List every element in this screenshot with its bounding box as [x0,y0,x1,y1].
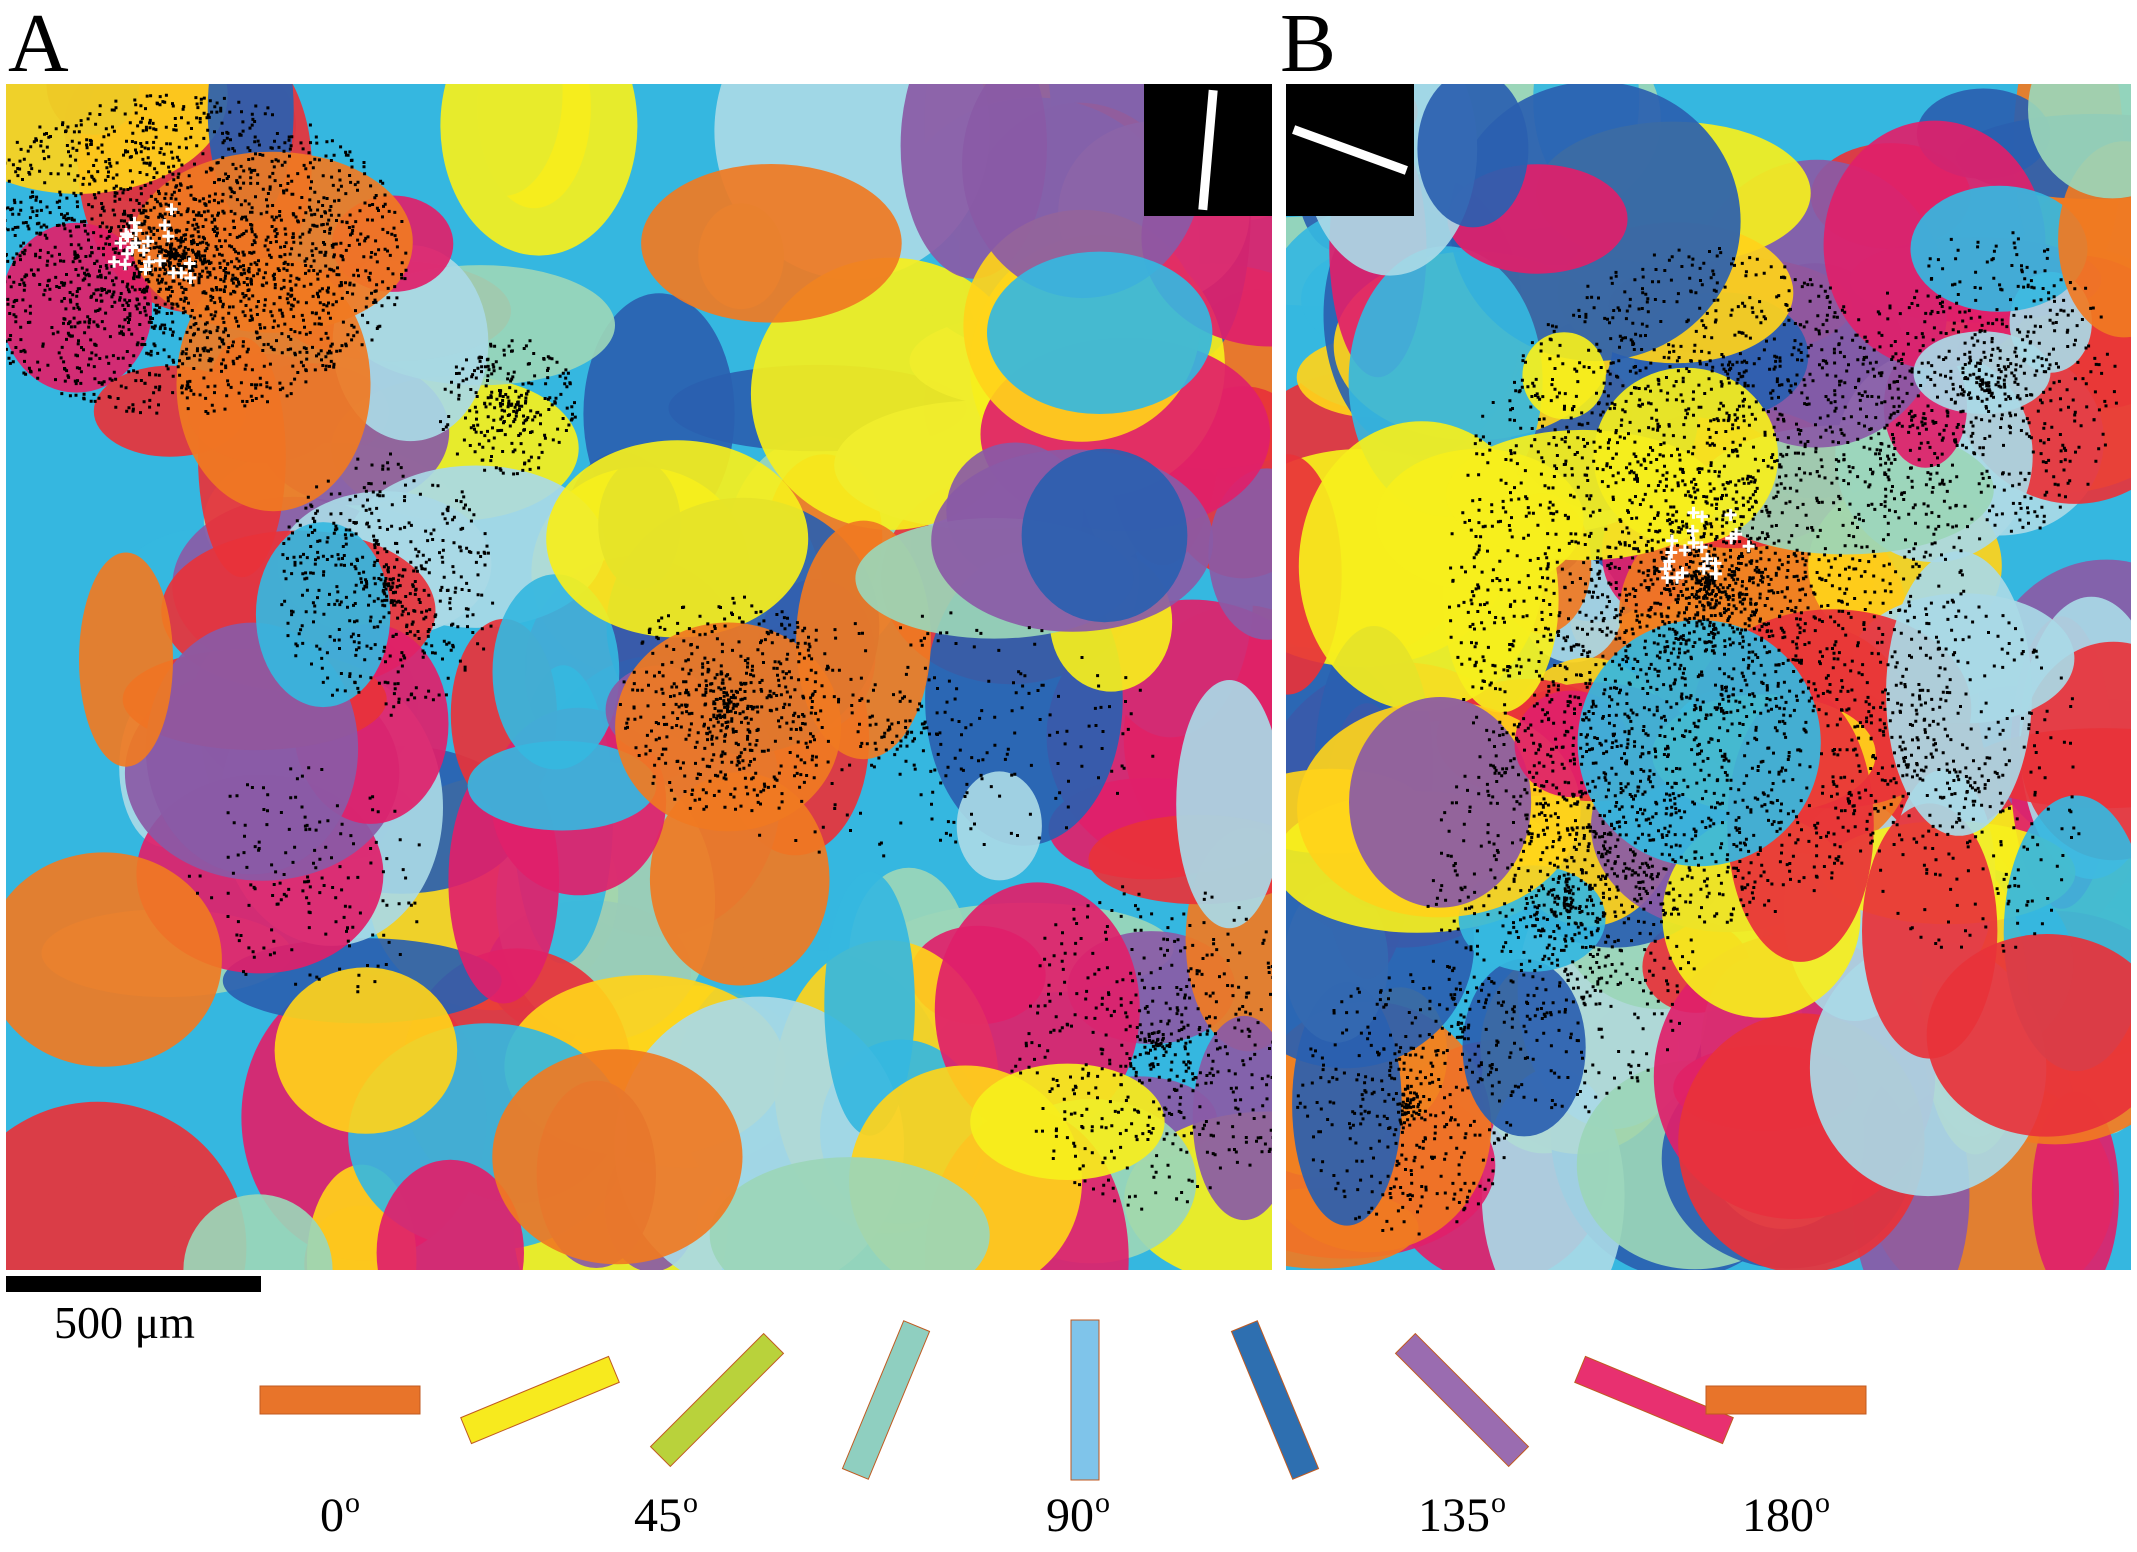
soma-markers [1659,506,1755,584]
orientation-map-b [1286,84,2131,1270]
orientation-patch [709,1157,990,1270]
orientation-color-key [0,1300,2137,1552]
orientation-patch [376,1159,524,1270]
orientation-patch [183,1194,333,1270]
orientation-patch [492,574,620,770]
orientation-key-bar [1394,1332,1530,1468]
orientation-patch [1593,367,1779,546]
orientation-patch [956,771,1042,881]
orientation-key-bar [1230,1320,1320,1480]
orientation-patch [79,552,173,767]
orientation-map-b-image [1286,84,2131,1270]
orientation-patch [274,967,458,1134]
panel-label-a: A [8,0,69,90]
orientation-patches [1286,84,2131,1270]
orientation-patch [1192,1015,1272,1221]
orientation-patch [6,1101,247,1270]
orientation-key-bar [460,1355,620,1445]
orientation-map-a-image [6,84,1272,1270]
orientation-key-bar [1574,1355,1734,1445]
orientation-patch [546,440,809,638]
orientation-patches [6,84,1272,1270]
stimulus-inset-b [1286,84,1414,216]
stimulus-bar-a-icon [1198,89,1218,211]
orientation-patch [2028,84,2131,199]
orientation-patch [1349,697,1532,908]
scale-bar [6,1276,261,1292]
orientation-patch [970,1063,1165,1180]
stimulus-inset-a [1144,84,1272,216]
angle-label-180: 180o [1742,1486,1830,1542]
panel-label-b: B [1280,0,1337,90]
orientation-patch [1208,468,1272,640]
orientation-patch [6,852,222,1067]
orientation-patch [1886,551,2032,836]
orientation-key-bars [259,1319,1867,1481]
angle-label-0: 0o [320,1486,360,1542]
angle-label-135: 135o [1418,1486,1506,1542]
axon-terminal-dots [1296,231,2118,1236]
orientation-key-bar [1070,1319,1100,1481]
angle-label-45: 45o [634,1486,698,1542]
orientation-key-bar [649,1332,785,1468]
angle-label-90: 90o [1046,1486,1110,1542]
orientation-patch [750,257,1031,530]
orientation-patch [1417,84,1529,228]
scale-bar-label: 500 μm [54,1297,195,1348]
orientation-patch [467,740,657,831]
orientation-patch [1462,958,1586,1137]
orientation-key-bar [259,1385,421,1415]
orientation-patch [824,871,915,1136]
axon-terminals [1296,231,2118,1236]
soma-markers [108,203,197,284]
orientation-patch [962,84,1204,299]
orientation-map-a [6,84,1272,1270]
orientation-key-bar [1705,1385,1867,1415]
orientation-patch [1926,934,2131,1137]
orientation-patch [1176,680,1272,929]
orientation-patch [986,251,1213,414]
orientation-patch [131,151,413,333]
orientation-patch [1910,185,2088,312]
orientation-patch [1021,448,1188,623]
orientation-patch [641,164,902,323]
orientation-patch [440,84,638,256]
orientation-patch [492,1049,743,1265]
orientation-key-bar [841,1320,931,1480]
stimulus-bar-b-icon [1292,125,1408,175]
